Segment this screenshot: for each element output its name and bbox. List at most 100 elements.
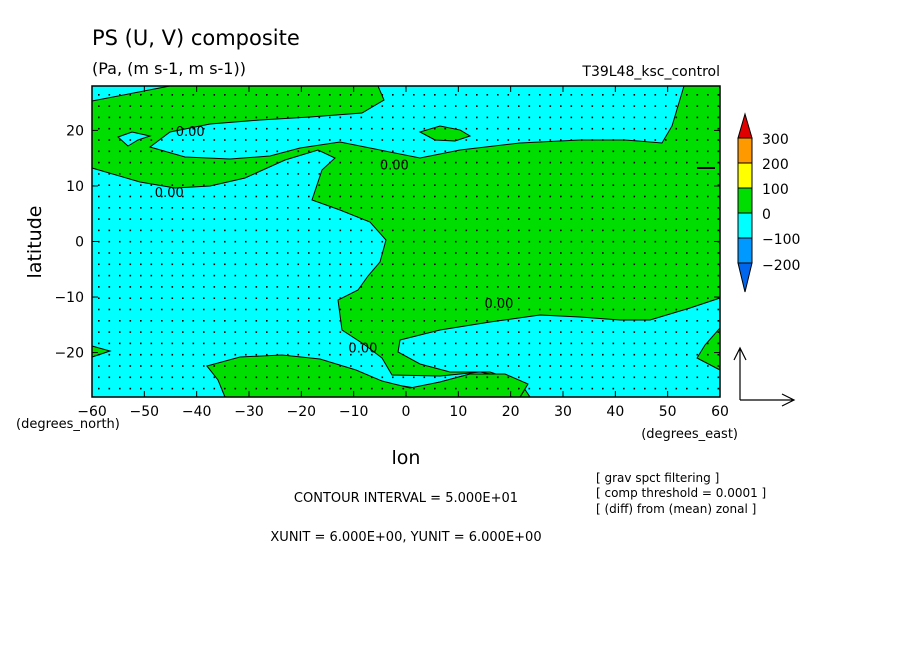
vector-mark: [497, 94, 499, 96]
vector-mark: [392, 365, 394, 367]
vector-mark: [108, 105, 111, 107]
vector-mark: [224, 127, 226, 130]
vector-mark: [612, 263, 615, 266]
vector-mark: [539, 263, 541, 266]
vector-mark: [581, 139, 583, 141]
vector-mark: [171, 127, 174, 130]
vector-mark: [108, 387, 111, 390]
vector-mark: [392, 263, 394, 266]
vector-mark: [297, 342, 300, 345]
vector-mark: [455, 387, 457, 390]
vector-mark: [182, 116, 184, 119]
vector-mark: [297, 184, 300, 186]
vector-mark: [203, 195, 205, 198]
vector-mark: [465, 105, 468, 107]
vector-mark: [644, 184, 646, 186]
vector-mark: [371, 184, 373, 186]
vector-mark: [707, 286, 709, 288]
vector-mark: [234, 387, 237, 390]
vector-mark: [266, 286, 268, 288]
vector-mark: [549, 320, 552, 322]
vector-mark: [360, 127, 363, 130]
vector-mark: [171, 218, 174, 220]
vector-mark: [623, 195, 625, 198]
colorbar-segment: [737, 187, 753, 214]
vector-mark: [707, 150, 709, 153]
vector-mark: [602, 353, 604, 356]
colorbar-label: 100: [762, 182, 789, 198]
vector-mark: [633, 365, 636, 367]
vector-mark: [528, 105, 531, 107]
vector-mark: [213, 320, 216, 322]
vector-mark: [602, 94, 604, 96]
vector-mark: [98, 240, 100, 243]
vector-mark: [203, 263, 205, 266]
vector-mark: [119, 240, 121, 243]
vector-mark: [213, 127, 216, 130]
vector-mark: [213, 252, 216, 254]
vector-mark: [224, 207, 226, 209]
vector-mark: [623, 127, 625, 130]
vector-mark: [591, 195, 594, 198]
vector-mark: [486, 229, 489, 232]
vector-mark: [108, 139, 111, 141]
vector-mark: [602, 105, 604, 107]
vector-mark: [717, 286, 720, 288]
vector-mark: [665, 127, 667, 130]
vector-mark: [245, 263, 247, 266]
vector-mark: [423, 376, 426, 379]
vector-mark: [476, 218, 478, 220]
vector-mark: [507, 308, 510, 311]
vector-mark: [161, 331, 163, 333]
vector-mark: [245, 376, 247, 379]
vector-mark: [255, 297, 258, 299]
vector-mark: [287, 297, 289, 299]
vector-mark: [108, 342, 111, 345]
vector-mark: [182, 320, 184, 322]
vector-mark: [675, 195, 678, 198]
vector-mark: [444, 342, 447, 345]
vector-mark: [423, 263, 426, 266]
vector-mark: [476, 308, 478, 311]
vector-mark: [171, 274, 174, 277]
vector-mark: [108, 207, 111, 209]
y-axis-label: latitude: [24, 206, 46, 279]
y-tick-label: 0: [75, 235, 84, 251]
vector-mark: [591, 127, 594, 130]
vector-mark: [675, 286, 678, 288]
vector-mark: [360, 387, 363, 390]
vector-mark: [413, 229, 415, 232]
vector-mark: [549, 173, 552, 175]
vector-mark: [413, 286, 415, 288]
vector-mark: [476, 252, 478, 254]
vector-mark: [339, 320, 342, 322]
vector-mark: [108, 240, 111, 243]
vector-mark: [413, 387, 415, 390]
vector-mark: [224, 365, 226, 367]
vector-mark: [140, 365, 142, 367]
vector-mark: [308, 207, 310, 209]
vector-mark: [423, 139, 426, 141]
vector-mark: [434, 286, 436, 288]
vector-mark: [465, 229, 468, 232]
vector-mark: [129, 127, 132, 130]
vector-mark: [297, 105, 300, 107]
vector-mark: [717, 274, 720, 277]
vector-mark: [108, 331, 111, 333]
vector-mark: [266, 229, 268, 232]
vector-mark: [623, 207, 625, 209]
vector-mark: [381, 365, 384, 367]
vector-mark: [486, 127, 489, 130]
vector-mark: [644, 218, 646, 220]
vector-mark: [486, 240, 489, 243]
x-tick-label: 20: [502, 404, 520, 420]
vector-mark: [245, 127, 247, 130]
vector-mark: [539, 139, 541, 141]
vector-mark: [633, 139, 636, 141]
vector-mark: [318, 365, 321, 367]
vector-mark: [308, 184, 310, 186]
vector-mark: [276, 161, 279, 164]
vector-mark: [665, 376, 667, 379]
vector-mark: [392, 331, 394, 333]
vector-mark: [465, 274, 468, 277]
